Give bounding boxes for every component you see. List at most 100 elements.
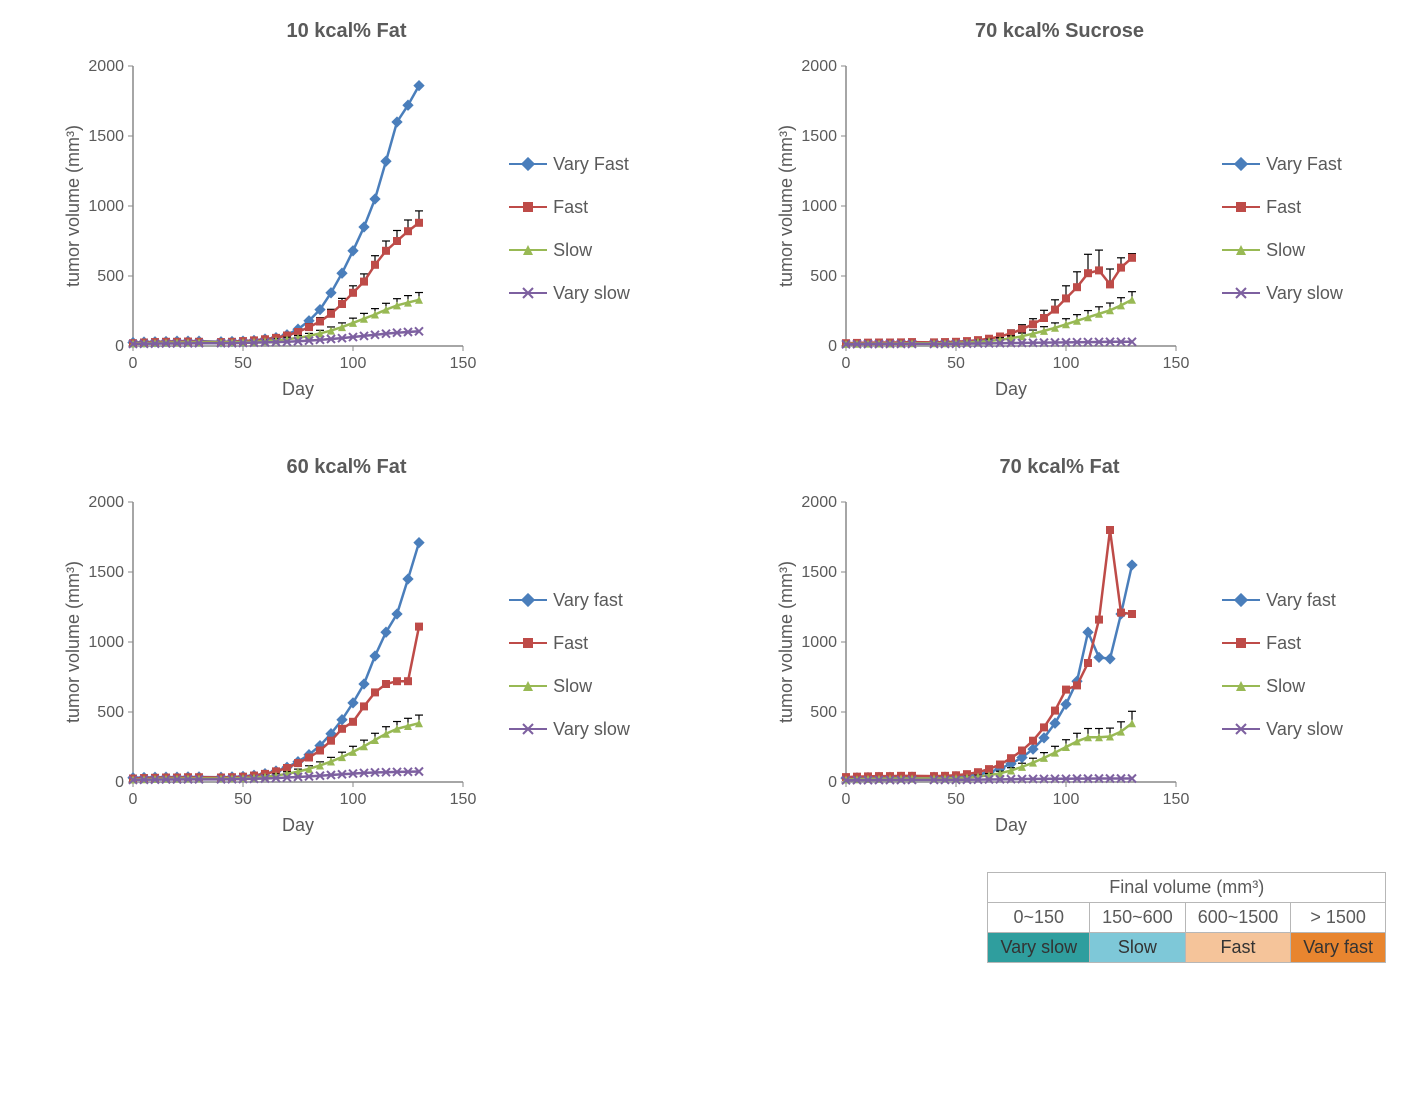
svg-text:100: 100 — [1053, 355, 1080, 372]
svg-text:100: 100 — [340, 355, 367, 372]
legend-item: Vary fast — [1222, 590, 1343, 611]
chart-area: 0500100015002000050100150Daytumor volume… — [63, 487, 493, 842]
legend-label: Vary Fast — [553, 154, 629, 175]
legend-label: Vary fast — [553, 590, 623, 611]
table-label-cell: Vary fast — [1291, 933, 1386, 963]
svg-text:50: 50 — [947, 355, 965, 372]
svg-text:2000: 2000 — [802, 58, 838, 75]
svg-text:2000: 2000 — [89, 58, 125, 75]
svg-text:1500: 1500 — [89, 564, 125, 581]
svg-text:tumor volume (mm³): tumor volume (mm³) — [776, 561, 796, 723]
chart-svg: 0500100015002000050100150Daytumor volume… — [63, 487, 493, 837]
legend-label: Fast — [1266, 197, 1301, 218]
chart-svg: 0 500 1000 1500 2000 0 50 100 150 Day tumor volume… — [776, 487, 1206, 837]
chart-area: 0500100015002000050100150Daytumor volume… — [63, 51, 493, 406]
chart-panel: 60 kcal% Fat 0500100015002000050100150Da… — [20, 456, 673, 842]
panel-title: 10 kcal% Fat — [286, 20, 406, 43]
panel-title: 70 kcal% Fat — [999, 456, 1119, 479]
svg-text:2000: 2000 — [802, 494, 838, 511]
svg-text:150: 150 — [450, 791, 477, 808]
svg-text:2000: 2000 — [89, 494, 125, 511]
svg-text:0: 0 — [129, 355, 138, 372]
legend-item: Vary slow — [1222, 719, 1343, 740]
svg-text:50: 50 — [947, 791, 965, 808]
legend-label: Vary slow — [553, 719, 630, 740]
legend-label: Vary Fast — [1266, 154, 1342, 175]
chart-area: 0 500 1000 1500 2000 0 50 100 150 Day tumor volume… — [776, 51, 1206, 406]
legend-item: Vary Fast — [1222, 154, 1343, 175]
svg-text:150: 150 — [1163, 355, 1190, 372]
svg-text:0: 0 — [115, 774, 124, 791]
legend-item: Vary slow — [509, 283, 630, 304]
table-range-cell: 150~600 — [1090, 903, 1186, 933]
svg-text:tumor volume (mm³): tumor volume (mm³) — [776, 125, 796, 287]
panel-title: 60 kcal% Fat — [286, 456, 406, 479]
legend-label: Slow — [553, 240, 592, 261]
legend-item: Fast — [509, 197, 630, 218]
legend-label: Fast — [553, 197, 588, 218]
svg-text:Day: Day — [995, 815, 1027, 835]
svg-text:500: 500 — [810, 704, 837, 721]
legend-label: Vary slow — [1266, 719, 1343, 740]
legend-label: Vary fast — [1266, 590, 1336, 611]
svg-text:50: 50 — [234, 791, 252, 808]
legend-item: Vary slow — [509, 719, 630, 740]
svg-text:150: 150 — [450, 355, 477, 372]
svg-text:tumor volume (mm³): tumor volume (mm³) — [63, 125, 83, 287]
chart-panel: 70 kcal% Fat 0 500 1000 1500 2000 0 50 100 150 Da… — [733, 456, 1386, 842]
legend-label: Fast — [553, 633, 588, 654]
table-label-cell: Fast — [1185, 933, 1291, 963]
svg-text:Day: Day — [282, 815, 314, 835]
svg-text:1500: 1500 — [802, 564, 838, 581]
legend-item: Fast — [1222, 197, 1343, 218]
chart-legend: Vary fast Fast Slow Vary slow — [1222, 590, 1343, 740]
chart-legend: Vary Fast Fast Slow Vary slow — [509, 154, 630, 304]
svg-text:150: 150 — [1163, 791, 1190, 808]
legend-item: Fast — [509, 633, 630, 654]
legend-label: Vary slow — [553, 283, 630, 304]
legend-item: Vary slow — [1222, 283, 1343, 304]
svg-text:Day: Day — [282, 379, 314, 399]
legend-item: Slow — [1222, 676, 1343, 697]
chart-svg: 0500100015002000050100150Daytumor volume… — [63, 51, 493, 401]
table-title: Final volume (mm³) — [988, 873, 1386, 903]
legend-label: Fast — [1266, 633, 1301, 654]
chart-legend: Vary fast Fast Slow Vary slow — [509, 590, 630, 740]
svg-text:0: 0 — [828, 774, 837, 791]
legend-item: Slow — [509, 676, 630, 697]
table-range-cell: > 1500 — [1291, 903, 1386, 933]
svg-text:500: 500 — [810, 268, 837, 285]
svg-text:Day: Day — [995, 379, 1027, 399]
final-volume-table: Final volume (mm³)0~150150~600600~1500> … — [987, 872, 1386, 963]
svg-text:50: 50 — [234, 355, 252, 372]
panel-title: 70 kcal% Sucrose — [975, 20, 1144, 43]
svg-text:1000: 1000 — [89, 634, 125, 651]
svg-text:500: 500 — [97, 268, 124, 285]
svg-text:0: 0 — [115, 338, 124, 355]
chart-panel: 10 kcal% Fat 0500100015002000050100150Da… — [20, 20, 673, 406]
svg-text:500: 500 — [97, 704, 124, 721]
svg-text:0: 0 — [828, 338, 837, 355]
legend-label: Slow — [553, 676, 592, 697]
legend-label: Vary slow — [1266, 283, 1343, 304]
svg-text:1000: 1000 — [802, 634, 838, 651]
svg-text:0: 0 — [842, 791, 851, 808]
svg-text:100: 100 — [1053, 791, 1080, 808]
svg-text:1000: 1000 — [802, 198, 838, 215]
svg-text:tumor volume (mm³): tumor volume (mm³) — [63, 561, 83, 723]
svg-text:1500: 1500 — [802, 128, 838, 145]
chart-area: 0 500 1000 1500 2000 0 50 100 150 Day tumor volume… — [776, 487, 1206, 842]
table-range-cell: 600~1500 — [1185, 903, 1291, 933]
legend-item: Fast — [1222, 633, 1343, 654]
svg-text:1000: 1000 — [89, 198, 125, 215]
chart-legend: Vary Fast Fast Slow Vary slow — [1222, 154, 1343, 304]
legend-item: Slow — [509, 240, 630, 261]
legend-item: Slow — [1222, 240, 1343, 261]
chart-panel: 70 kcal% Sucrose 0 500 1000 1500 2000 0 50 100 1… — [733, 20, 1386, 406]
svg-text:0: 0 — [842, 355, 851, 372]
legend-item: Vary fast — [509, 590, 630, 611]
legend-label: Slow — [1266, 676, 1305, 697]
legend-item: Vary Fast — [509, 154, 630, 175]
legend-label: Slow — [1266, 240, 1305, 261]
svg-text:0: 0 — [129, 791, 138, 808]
